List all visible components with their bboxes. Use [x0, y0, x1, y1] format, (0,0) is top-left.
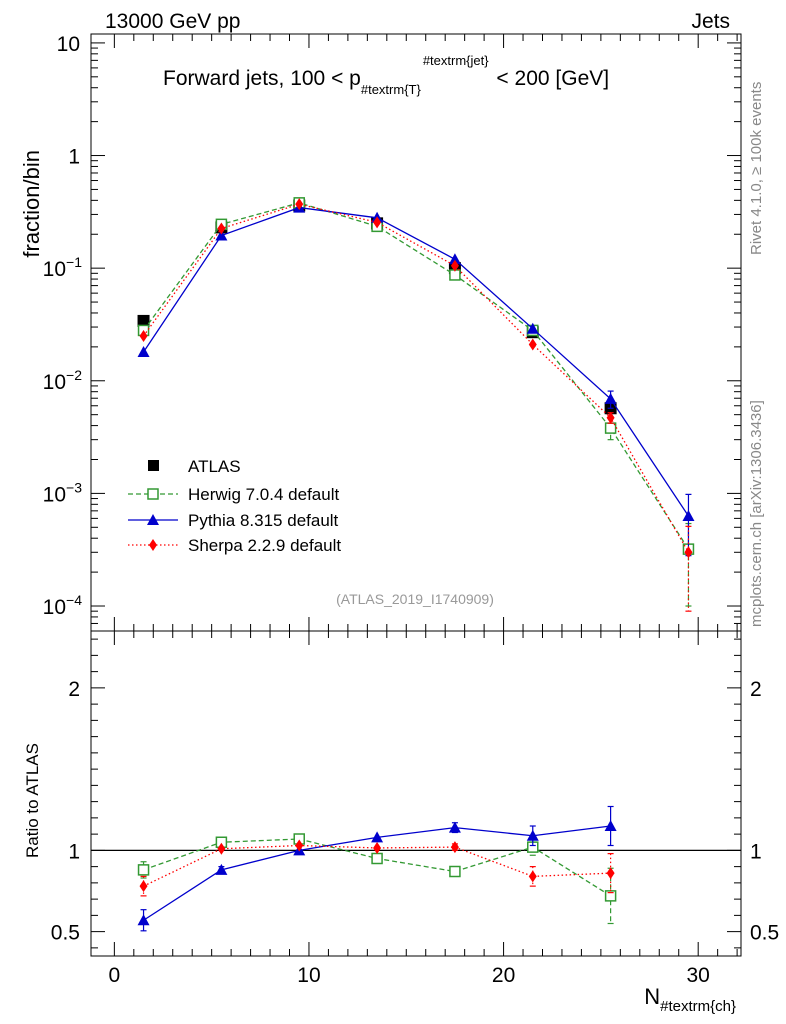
legend-label-herwig: Herwig 7.0.4 default	[188, 485, 339, 504]
rivet-version-label: Rivet 4.1.0, ≥ 100k events	[748, 82, 765, 255]
ratio-point-pythia	[371, 831, 384, 843]
title-superscript: #textrm{jet}	[423, 53, 489, 68]
ratio-plot-layer: 0 10 20 30 0.5 0.5 1 1 2 2	[51, 631, 779, 987]
main-y-tick-label-exponent: −3	[66, 479, 82, 495]
legend-marker-sherpa	[149, 539, 157, 551]
title-suffix: < 200 [GeV]	[491, 67, 610, 90]
main-y-tick-label-base: 10	[43, 258, 66, 281]
ratio-errorbar-sherpa	[140, 875, 147, 897]
x-tick-label: 10	[297, 964, 320, 987]
main-point-sherpa	[373, 216, 382, 229]
main-point-pythia	[215, 229, 228, 241]
main-y-tick-label: 10	[57, 33, 80, 56]
main-plot-title: Forward jets, 100 < p#textrm{T}#textrm{j…	[163, 53, 609, 97]
main-y-tick-label-base: 10	[43, 371, 66, 394]
ratio-point-pythia	[215, 863, 228, 875]
legend-marker-pythia	[147, 514, 159, 525]
main-point-atlas	[137, 314, 150, 327]
main-point-sherpa	[217, 222, 226, 235]
main-y-tick-label: 10−4	[43, 592, 83, 619]
x-axis-label: N#textrm{ch}	[644, 984, 736, 1015]
ratio-point-sherpa	[139, 880, 148, 893]
main-y-tick-label-exponent: −2	[66, 367, 82, 383]
ratio-point-pythia	[604, 820, 617, 831]
x-axis-label-subscript: #textrm{ch}	[660, 998, 736, 1015]
main-point-sherpa	[295, 198, 304, 211]
x-tick-label: 0	[109, 964, 121, 987]
energy-label: 13000 GeV pp	[105, 10, 240, 33]
legend-label-pythia: Pythia 8.315 default	[188, 511, 339, 530]
main-line-pythia	[143, 206, 689, 517]
ratio-point-pythia	[448, 821, 461, 833]
ratio-point-herwig	[449, 865, 461, 878]
ratio-y-tick-label: 2	[68, 678, 80, 701]
main-y-tick-label-base: 10	[43, 483, 66, 506]
main-point-pythia	[604, 392, 617, 404]
ratio-y-axis-label: Ratio to ATLAS	[23, 743, 42, 858]
ratio-point-herwig	[137, 864, 150, 876]
main-point-pythia	[682, 509, 695, 521]
title-prefix: Forward jets, 100 < p	[163, 67, 361, 90]
legend-label-atlas: ATLAS	[188, 457, 241, 476]
legend: ATLAS Herwig 7.0.4 default Pythia 8.315 …	[128, 457, 341, 555]
x-tick-label: 20	[492, 964, 515, 987]
ratio-point-sherpa	[450, 841, 459, 854]
category-label: Jets	[691, 10, 730, 33]
ratio-point-pythia	[137, 914, 150, 926]
main-point-sherpa	[684, 546, 693, 559]
legend-marker-herwig	[147, 488, 159, 500]
main-y-tick-label-exponent: −1	[66, 254, 82, 270]
main-y-tick-label: 1	[68, 146, 80, 169]
ratio-plot-frame	[90, 630, 742, 957]
main-point-sherpa	[606, 411, 615, 424]
main-point-pythia	[526, 322, 539, 334]
main-y-tick-label: 10−3	[43, 479, 83, 506]
x-tick-label: 30	[687, 964, 710, 987]
main-y-tick-label: 10−1	[43, 254, 83, 281]
main-line-herwig	[143, 202, 690, 550]
ratio-point-sherpa	[373, 841, 382, 854]
ratio-errorbar-sherpa	[607, 853, 614, 894]
main-point-pythia	[137, 346, 150, 358]
ratio-y-tick-label-right: 1	[750, 840, 762, 863]
main-point-sherpa	[139, 329, 148, 342]
ratio-errorbar-sherpa	[529, 866, 536, 887]
ratio-y-tick-label-right: 2	[750, 678, 762, 701]
ratio-point-herwig	[371, 852, 383, 865]
legend-label-sherpa: Sherpa 2.2.9 default	[188, 536, 341, 555]
main-y-tick-label: 10−2	[43, 367, 83, 394]
ratio-y-tick-label-right: 0.5	[750, 922, 779, 945]
main-point-sherpa	[528, 338, 537, 351]
main-point-sherpa	[450, 259, 459, 272]
main-point-pythia	[448, 253, 461, 265]
ratio-point-sherpa	[217, 842, 226, 855]
main-y-tick-label-base: 10	[43, 596, 66, 619]
legend-marker-atlas	[148, 460, 159, 471]
ratio-point-sherpa	[528, 870, 537, 883]
analysis-id: (ATLAS_2019_I1740909)	[336, 591, 494, 607]
ratio-point-sherpa	[295, 839, 304, 852]
main-y-axis-label: fraction/bin	[19, 150, 44, 258]
mcplots-source-label: mcplots.cern.ch [arXiv:1306.3436]	[748, 400, 765, 627]
ratio-point-sherpa	[606, 867, 615, 880]
main-y-tick-label-exponent: −4	[66, 592, 82, 608]
title-subscript: #textrm{T}	[361, 82, 422, 97]
ratio-point-pythia	[526, 829, 539, 841]
main-errorbar-sherpa	[685, 525, 692, 612]
ratio-y-tick-label: 1	[68, 840, 80, 863]
x-axis-label-main: N	[644, 984, 660, 1009]
ratio-y-tick-label: 0.5	[51, 922, 80, 945]
